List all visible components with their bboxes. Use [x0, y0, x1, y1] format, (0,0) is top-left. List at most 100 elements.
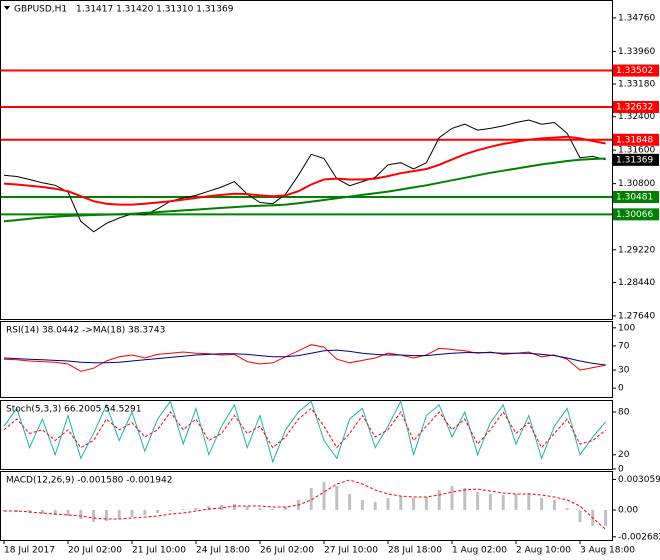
panel-title: GBPUSD,H1 [14, 5, 67, 15]
histogram-bar [104, 510, 108, 521]
menu-arrow [4, 6, 10, 10]
histogram-bar [79, 510, 83, 519]
series-line [3, 135, 606, 206]
level-label-box [613, 190, 659, 203]
histogram-bar [130, 510, 134, 517]
histogram-bar [450, 486, 454, 510]
level-label: 1.33502 [616, 66, 653, 76]
y-tick-label: 100 [618, 323, 635, 333]
histogram-bar [258, 508, 262, 510]
histogram-bar [194, 508, 198, 510]
histogram-bar [373, 502, 377, 510]
macd-panel [0, 471, 613, 541]
histogram-bar [335, 486, 339, 510]
x-tick-label: 3 Aug 18:00 [580, 546, 635, 556]
histogram-bar [514, 494, 518, 510]
y-tick-label: 70 [618, 341, 630, 351]
histogram-bar [117, 510, 121, 519]
stoch-panel [0, 400, 613, 470]
histogram-bar [168, 510, 172, 511]
x-tick-label: 27 Jul 10:00 [324, 546, 378, 556]
y-tick-label: 80 [618, 407, 630, 417]
histogram-bar [360, 500, 364, 510]
histogram-bar [181, 509, 185, 510]
histogram-bar [552, 500, 556, 510]
main-panel [0, 0, 613, 320]
histogram-bar [527, 493, 531, 510]
histogram-bar [540, 498, 544, 510]
histogram-bar [232, 504, 236, 510]
histogram-bar [488, 494, 492, 510]
series-line [3, 349, 606, 366]
histogram-bar [271, 509, 275, 510]
histogram-bar [143, 510, 147, 515]
level-label: 1.30481 [616, 192, 653, 202]
level-label: 1.31848 [616, 135, 653, 145]
x-tick-label: 18 Jul 2017 [4, 546, 55, 556]
x-tick-label: 24 Jul 18:00 [196, 546, 250, 556]
y-tick-label: -0.002682 [618, 532, 660, 542]
level-label: 1.32632 [616, 102, 653, 112]
y-tick-label: 1.32400 [618, 112, 655, 122]
y-tick-label: 1.27640 [618, 311, 655, 321]
y-tick-label: 0 [618, 384, 624, 394]
histogram-bar [399, 496, 403, 510]
level-label-box [613, 133, 659, 146]
y-tick-label: 1.30800 [618, 179, 655, 189]
y-tick-label: 1.28440 [618, 278, 655, 288]
histogram-bar [412, 498, 416, 510]
y-tick-label: 0.00 [618, 506, 638, 516]
panel-title: RSI(14) 38.0442 ->MA(18) 38.3743 [6, 326, 165, 336]
level-label-box [613, 100, 659, 113]
histogram-bar [604, 510, 608, 526]
x-tick-label: 1 Aug 02:00 [452, 546, 507, 556]
histogram-bar [476, 492, 480, 510]
panel-title: Stoch(5,3,3) 66.2005 54.5291 [6, 405, 141, 415]
level-label: 1.30066 [616, 210, 653, 220]
level-label-box [613, 64, 659, 77]
y-tick-label: 0.003059 [618, 475, 660, 485]
panel-subtitle: 1.31417 1.31420 1.31310 1.31369 [76, 5, 234, 15]
x-tick-label: 21 Jul 10:00 [132, 546, 186, 556]
series-line [3, 344, 606, 372]
series-line [3, 157, 606, 223]
histogram-bar [156, 510, 160, 513]
series-line [3, 399, 606, 464]
y-tick-label: 20 [618, 450, 630, 460]
y-tick-label: 30 [618, 366, 630, 376]
y-tick-label: 1.33960 [618, 47, 655, 57]
histogram-bar [207, 506, 211, 510]
histogram-bar [578, 510, 582, 522]
histogram-bar [386, 498, 390, 510]
histogram-bar [437, 490, 441, 510]
histogram-bar [348, 494, 352, 510]
histogram-bar [501, 495, 505, 510]
panel-title: MACD(12,26,9) -0.001580 -0.001942 [6, 476, 172, 486]
y-tick-label: 1.29220 [618, 245, 655, 255]
histogram-bar [66, 510, 70, 516]
histogram-bar [92, 510, 96, 522]
histogram-bar [284, 507, 288, 510]
last-price-box [613, 153, 659, 166]
x-tick-label: 20 Jul 02:00 [68, 546, 122, 556]
histogram-bar [463, 488, 467, 510]
histogram-bar [424, 497, 428, 510]
x-tick-label: 2 Aug 10:00 [516, 546, 571, 556]
histogram-bar [322, 482, 326, 510]
histogram-bar [309, 488, 313, 510]
x-tick-label: 26 Jul 02:00 [260, 546, 314, 556]
series-line [3, 119, 606, 233]
x-tick-label: 28 Jul 18:00 [388, 546, 442, 556]
histogram-bar [245, 506, 249, 510]
y-tick-label: 1.33180 [618, 80, 655, 90]
y-tick-label: 1.31600 [618, 146, 655, 156]
rsi-panel [0, 321, 613, 398]
y-tick-label: 1.34760 [618, 13, 655, 23]
histogram-bar [565, 508, 569, 510]
level-label-box [613, 208, 659, 221]
series-line [4, 479, 606, 530]
y-tick-label: 0 [618, 465, 624, 475]
histogram-bar [40, 510, 44, 514]
last-price-label: 1.31369 [616, 155, 653, 165]
